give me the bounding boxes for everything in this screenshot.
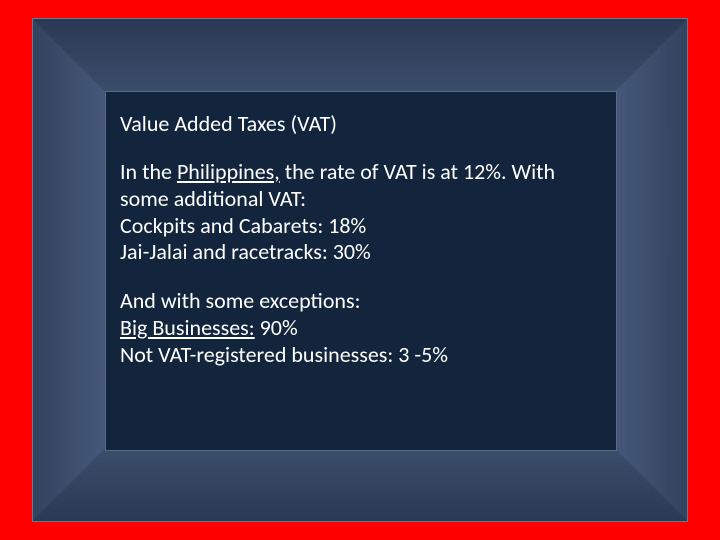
body-text: 90% <box>255 314 298 341</box>
bevel-facet-top <box>33 19 687 91</box>
slide-title: Value Added Taxes (VAT) <box>120 110 602 137</box>
slide-content: Value Added Taxes (VAT) In the Philippin… <box>105 91 617 451</box>
underlined-country: Philippines, <box>177 158 280 185</box>
body-text: And with some exceptions: <box>120 287 360 314</box>
body-text: In the <box>120 158 177 185</box>
body-text: Not VAT-registered businesses: 3 -5% <box>120 341 448 368</box>
body-paragraph-2: And with some exceptions: Big Businesses… <box>120 288 602 368</box>
bevel-facet-right <box>615 19 687 521</box>
bevel-facet-bottom <box>33 449 687 521</box>
bevel-facet-left <box>33 19 105 521</box>
body-paragraph-1: In the Philippines, the rate of VAT is a… <box>120 159 602 266</box>
bevel-frame: Value Added Taxes (VAT) In the Philippin… <box>32 18 688 522</box>
underlined-exception: Big Businesses: <box>120 314 255 341</box>
body-text: Jai-Jalai and racetracks: 30% <box>120 238 371 265</box>
body-text: Cockpits and Cabarets: 18% <box>120 212 366 239</box>
